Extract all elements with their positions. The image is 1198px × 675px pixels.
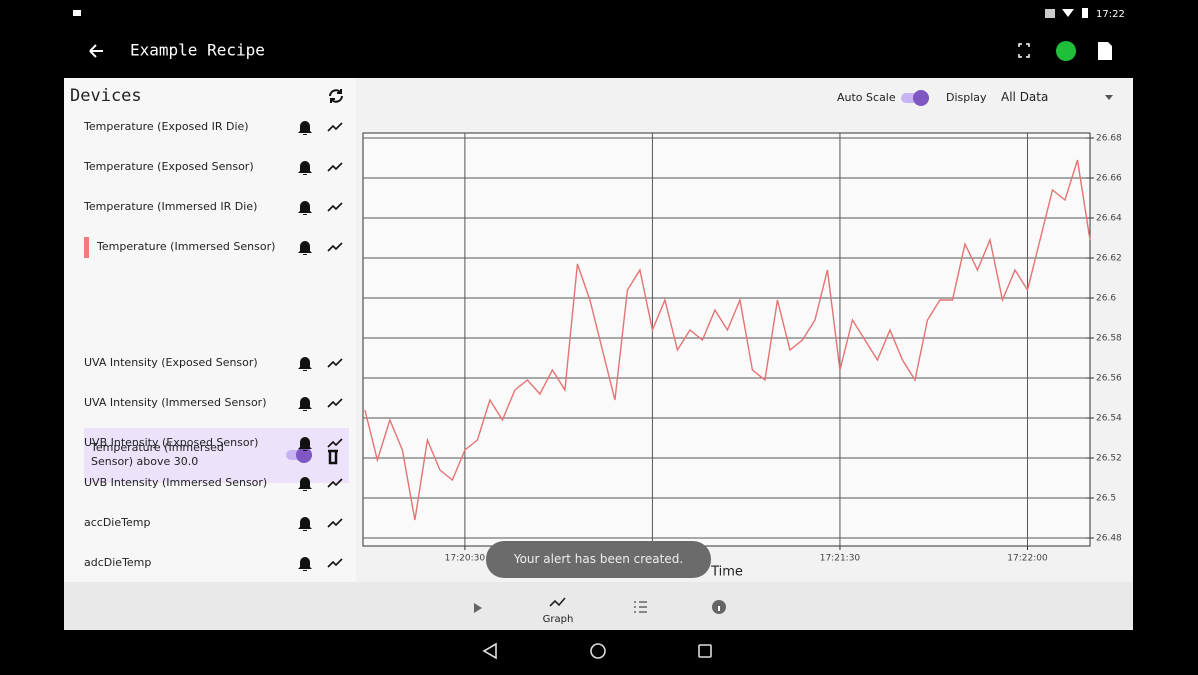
system-nav [482, 642, 712, 660]
device-label[interactable]: accDieTemp [84, 516, 151, 529]
export-button[interactable] [1098, 42, 1112, 60]
alert-button[interactable] [296, 474, 314, 492]
device-label[interactable]: UVB Intensity (Exposed Sensor) [84, 436, 259, 449]
alert-button[interactable] [296, 434, 314, 452]
plot-button[interactable] [326, 118, 344, 136]
y-tick-label: 26.5 [1096, 494, 1116, 504]
chart: 26.48 26.5 26.52 26.54 26.56 26.58 26.6 26.62 26… [362, 132, 1122, 580]
plot-button[interactable] [326, 354, 344, 372]
device-label[interactable]: UVA Intensity (Immersed Sensor) [84, 396, 267, 409]
toast: Your alert has been created. [486, 541, 711, 578]
battery-icon [1082, 8, 1088, 18]
data-line [364, 159, 1091, 521]
app-title: Example Recipe [130, 41, 265, 60]
info-glyph [718, 606, 720, 611]
plot-button[interactable] [326, 198, 344, 216]
back-button[interactable] [89, 44, 103, 58]
auto-scale-label: Auto Scale [837, 91, 896, 104]
status-time: 17:22 [1096, 9, 1125, 20]
auto-scale-toggle[interactable] [899, 88, 933, 108]
alert-button[interactable] [296, 198, 314, 216]
y-tick-label: 26.58 [1096, 334, 1122, 344]
bottom-nav: Graph [64, 582, 1133, 630]
device-label[interactable]: Temperature (Immersed IR Die) [84, 200, 258, 213]
alert-button[interactable] [296, 158, 314, 176]
alert-button[interactable] [296, 554, 314, 572]
device-label[interactable]: UVB Intensity (Immersed Sensor) [84, 476, 268, 489]
x-tick-label: 17:20:30 [445, 554, 486, 564]
devices-panel: Devices Temperature (Exposed IR Die) Temp… [64, 78, 356, 582]
device-label[interactable]: Temperature (Exposed Sensor) [84, 160, 254, 173]
connection-status[interactable] [1056, 41, 1076, 61]
y-tick-label: 26.64 [1096, 214, 1122, 224]
graph-tab-label: Graph [543, 614, 574, 625]
alert-button[interactable] [296, 354, 314, 372]
wifi-icon [1062, 9, 1074, 17]
fullscreen-button[interactable] [1018, 43, 1030, 58]
plot-area [362, 132, 1091, 547]
y-tick-label: 26.48 [1096, 534, 1122, 544]
y-tick-label: 26.52 [1096, 454, 1122, 464]
refresh-button[interactable] [326, 86, 346, 106]
plot-button[interactable] [326, 158, 344, 176]
y-tick-label: 26.56 [1096, 374, 1122, 384]
alert-label: Temperature (Immersed Sensor) above 30.0 [91, 441, 224, 468]
plot-button[interactable] [326, 238, 344, 256]
device-label[interactable]: adcDieTemp [84, 556, 152, 569]
alert-button[interactable] [296, 118, 314, 136]
device-label[interactable]: Temperature (Exposed IR Die) [84, 120, 249, 133]
list-tab[interactable] [634, 601, 647, 613]
x-axis-label: Time [710, 565, 743, 580]
plot-button[interactable] [326, 554, 344, 572]
system-home[interactable] [590, 643, 606, 659]
y-tick-label: 26.54 [1096, 414, 1122, 424]
play-tab[interactable] [474, 603, 482, 613]
alert-button[interactable] [296, 394, 314, 412]
x-tick-label: 17:22:00 [1007, 554, 1048, 564]
plot-button[interactable] [326, 434, 344, 452]
dropdown-arrow[interactable] [1104, 94, 1114, 102]
status-icon [73, 10, 81, 16]
x-tick-label: 17:21:30 [820, 554, 861, 564]
y-tick-label: 26.62 [1096, 254, 1122, 264]
system-back[interactable] [482, 642, 497, 660]
plot-button[interactable] [326, 514, 344, 532]
alert-toggle[interactable] [284, 446, 344, 466]
y-tick-label: 26.6 [1096, 294, 1116, 304]
device-label[interactable]: Temperature (Immersed Sensor) [97, 240, 276, 253]
status-icon [1045, 9, 1055, 18]
display-select[interactable]: All Data [1001, 90, 1049, 104]
system-recents[interactable] [698, 644, 712, 658]
top-bars: 17:22 Example Recipe [73, 8, 1125, 61]
device-label[interactable]: UVA Intensity (Exposed Sensor) [84, 356, 258, 369]
y-tick-label: 26.66 [1096, 174, 1122, 184]
selected-marker [84, 237, 89, 258]
y-tick-label: 26.68 [1096, 134, 1122, 144]
nav-icons: Graph [474, 597, 726, 625]
alert-button[interactable] [296, 514, 314, 532]
plot-button[interactable] [326, 394, 344, 412]
devices-title: Devices [70, 86, 142, 106]
graph-tab[interactable] [549, 597, 566, 607]
display-label: Display [946, 91, 987, 104]
alert-button[interactable] [296, 238, 314, 256]
plot-button[interactable] [326, 474, 344, 492]
